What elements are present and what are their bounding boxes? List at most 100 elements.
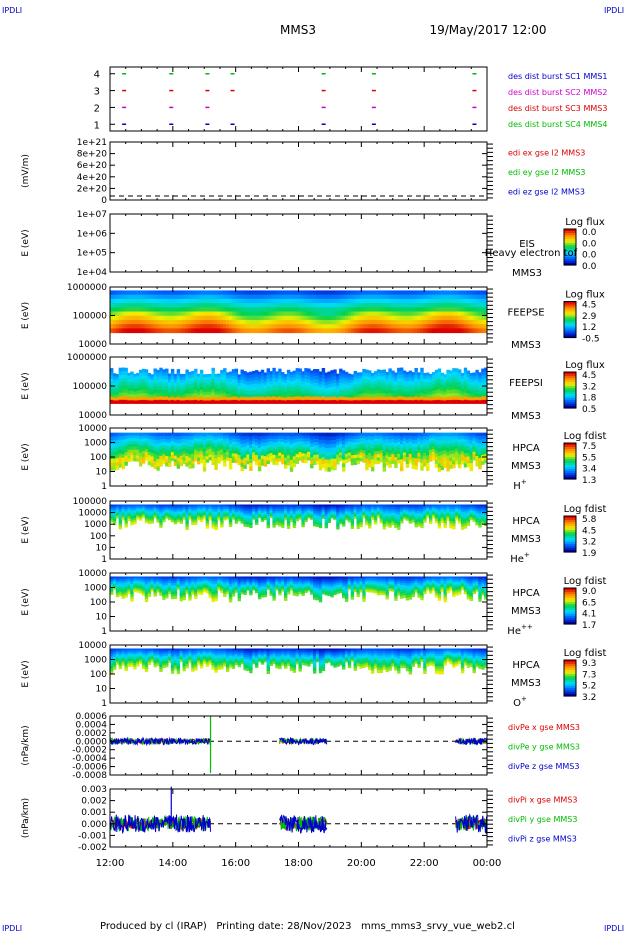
hpca_h-pixel	[359, 438, 363, 442]
hpca_h-pixel	[153, 457, 157, 462]
hpca_h-pixel	[110, 459, 114, 464]
feepsi-pixel	[437, 399, 442, 404]
hpca_h-pixel	[339, 435, 343, 439]
hpca_h-pixel	[257, 463, 262, 468]
feepsi-pixel	[437, 372, 442, 376]
feepse-pixel	[217, 311, 221, 317]
feepse-pixel	[205, 298, 210, 304]
feepse-pixel	[394, 303, 398, 308]
feepse-pixel	[356, 319, 360, 325]
hpca_h-pixel	[481, 457, 485, 462]
feepse-pixel	[304, 290, 308, 296]
hpca_he-pixel	[168, 515, 172, 518]
feepse-pixel	[385, 290, 389, 296]
hpca_h-pixel	[162, 448, 166, 452]
hpca_he-pixel	[223, 509, 227, 512]
feepsi-pixel	[240, 376, 244, 381]
feepse-pixel	[318, 294, 323, 300]
feepse-pixel	[304, 315, 308, 321]
hpca_h-pixel	[463, 453, 468, 458]
hpca_he-pixel	[165, 511, 169, 514]
feepse-pixel	[469, 303, 473, 308]
feepsi-pixel	[141, 382, 146, 387]
feepsi-pixel	[304, 392, 308, 397]
feepsi-pixel	[240, 400, 244, 404]
hpca_he-pixel	[185, 514, 189, 518]
hpca_he-pixel	[115, 509, 120, 512]
hpca_h-pixel	[362, 441, 366, 445]
hpca_h-pixel	[220, 438, 224, 442]
feepse-colorbar-cell	[564, 333, 576, 337]
feepsi-pixel	[452, 378, 456, 383]
hpca_h-pixel	[458, 460, 462, 465]
feepse-pixel	[327, 294, 331, 300]
hpca_h-ytick-label: 10000	[78, 424, 107, 434]
feepse-pixel	[110, 319, 114, 325]
feepsi-pixel	[176, 396, 181, 401]
feepsi-pixel	[350, 383, 355, 387]
feepse-pixel	[153, 319, 157, 325]
feepsi-pixel	[226, 394, 230, 398]
hpca_h-pixel	[356, 448, 360, 452]
hpca_h-pixel	[408, 459, 413, 464]
hpca_he-pixel	[124, 520, 128, 523]
hpca_h-pixel	[417, 444, 421, 448]
feepse-pixel	[353, 307, 357, 313]
hpca_h-pixel	[420, 462, 424, 467]
feepse-pixel	[295, 307, 299, 313]
hpca_h-pixel	[307, 451, 311, 456]
feepsi-pixel	[231, 369, 236, 374]
feepsi-pixel	[214, 376, 218, 381]
feepsi-pixel	[475, 400, 479, 404]
hpca_he-pixel	[249, 518, 253, 522]
feepse-pixel	[481, 328, 485, 334]
hpca_h-pixel	[342, 459, 346, 464]
feepsi-pixel	[478, 387, 482, 392]
feepsi-pixel	[339, 392, 343, 397]
feepsi-pixel	[127, 391, 131, 395]
feepsi-pixel	[359, 390, 363, 395]
hpca_h-pixel	[182, 460, 186, 465]
feepse-pixel	[165, 328, 169, 334]
hpca_h-pixel	[136, 438, 140, 442]
eis-colorbar-cell	[564, 255, 576, 258]
hpca_h-pixel	[228, 461, 233, 466]
feepsi-pixel	[188, 384, 192, 389]
feepse-pixel	[162, 290, 166, 296]
feepsi-pixel	[434, 396, 439, 401]
feepsi-pixel	[234, 399, 239, 404]
feepse-pixel	[136, 319, 140, 325]
feepse-pixel	[330, 294, 334, 300]
hpca_h-pixel	[170, 455, 175, 459]
feepsi-pixel	[353, 383, 357, 388]
hpca_h-pixel	[226, 457, 230, 461]
feepsi-pixel	[431, 381, 436, 386]
hpca_h-pixel	[402, 455, 407, 459]
hpca_h-pixel	[382, 463, 386, 468]
hpca_h-pixel	[118, 449, 123, 454]
feepsi-pixel	[350, 397, 355, 401]
hpca_h-pixel	[217, 438, 221, 443]
hpca_h-pixel	[405, 463, 410, 468]
hpca_h-pixel	[379, 444, 384, 448]
feepsi-pixel	[199, 389, 204, 394]
feepse-pixel	[214, 319, 218, 325]
hpca_h-colorbar-cell	[564, 447, 576, 450]
feepsi-pixel	[463, 367, 468, 372]
hpca_h-pixel	[371, 436, 375, 441]
feepse-pixel	[182, 298, 186, 304]
feepse-pixel	[127, 307, 131, 313]
feepsi-pixel	[388, 385, 392, 390]
feepse-pixel	[449, 315, 453, 321]
feepsi-pixel	[115, 397, 120, 401]
feepse-pixel	[466, 324, 471, 329]
feepsi-pixel	[162, 389, 166, 394]
feepsi-pixel	[481, 392, 485, 397]
feepsi-pixel	[243, 393, 247, 398]
feepse-pixel	[359, 328, 363, 334]
feepse-pixel	[217, 324, 221, 329]
feepsi-pixel	[191, 383, 195, 388]
hpca_h-pixel	[315, 460, 320, 465]
hpca_h-pixel	[336, 432, 340, 437]
hpca_he-pixel	[237, 515, 241, 519]
